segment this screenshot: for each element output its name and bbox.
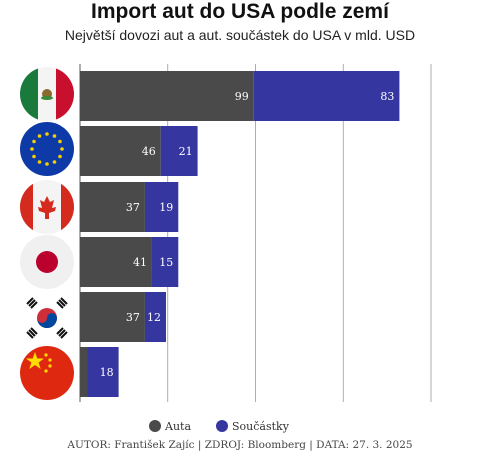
data-label: 46: [142, 145, 156, 158]
legend-swatch-soucastky: [216, 420, 228, 432]
data-label: 99: [235, 90, 249, 103]
chart-title: Import aut do USA podle zemí: [91, 0, 389, 23]
bar-soucastky-4: [144, 292, 166, 342]
south-korea-flag-icon: [20, 291, 74, 345]
bar-auta-5: [80, 347, 88, 397]
bars: 99 83 46 21 37 19 41 15 37 12 18: [80, 71, 400, 397]
data-label: 18: [100, 366, 114, 379]
eu-flag-icon: [20, 122, 74, 176]
mexico-flag-icon: [20, 67, 74, 121]
bar-soucastky-1: [160, 126, 198, 176]
chart-subtitle: Největší dovozi aut a aut. součástek do …: [64, 27, 416, 43]
bar-soucastky-3: [151, 237, 179, 287]
bar-soucastky-2: [144, 182, 179, 232]
bar-soucastky-0: [253, 71, 400, 121]
chart-footer: AUTOR: František Zajíc | ZDROJ: Bloomber…: [67, 439, 413, 451]
data-label: 41: [133, 256, 147, 269]
bar-auta-1: [80, 126, 161, 176]
bar-auta-2: [80, 182, 145, 232]
legend-label-auta: Auta: [164, 420, 191, 433]
canada-flag-icon: [20, 180, 74, 234]
data-label: 19: [159, 201, 173, 214]
data-label: 37: [126, 201, 140, 214]
legend-swatch-auta: [149, 420, 161, 432]
bar-auta-4: [80, 292, 145, 342]
data-label: 37: [126, 311, 140, 324]
bar-auta-0: [80, 71, 254, 121]
bar-auta-3: [80, 237, 152, 287]
china-flag-icon: [20, 346, 74, 400]
legend-label-soucastky: Součástky: [232, 420, 290, 433]
legend: Auta Součástky: [149, 420, 290, 433]
japan-flag-icon: [20, 235, 74, 289]
data-label: 15: [159, 256, 173, 269]
data-label: 21: [179, 145, 193, 158]
data-label: 12: [147, 311, 161, 324]
data-label: 83: [380, 90, 394, 103]
bar-soucastky-5: [87, 347, 119, 397]
